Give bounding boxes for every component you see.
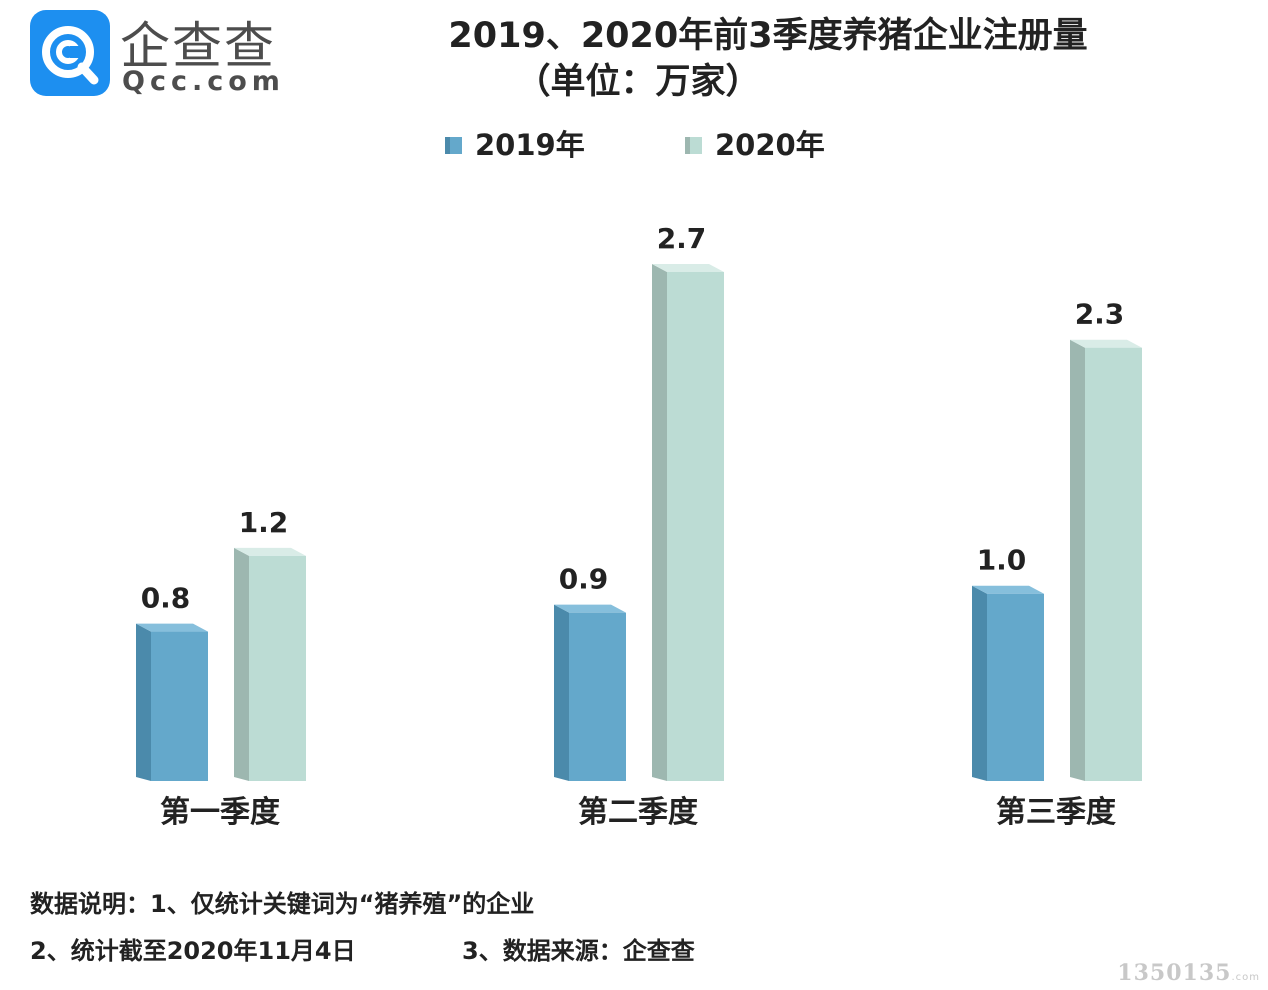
value-label-2019-q3: 1.0	[977, 544, 1027, 577]
note-line-1: 数据说明：1、仅统计关键词为“猪养殖”的企业	[30, 890, 535, 918]
qcc-logo-icon	[30, 10, 110, 96]
logo-sub: Qcc.com	[122, 66, 285, 97]
watermark-main: 1350135	[1117, 960, 1232, 986]
legend-swatch-2020	[685, 137, 702, 154]
bar-2019-q3	[972, 585, 1044, 781]
watermark-tail: .com	[1231, 972, 1260, 983]
value-label-2019-q2: 0.9	[559, 563, 609, 596]
category-label-q3: 第三季度	[996, 795, 1116, 830]
value-label-2020-q2: 2.7	[657, 222, 707, 255]
bar-2020-q1	[234, 547, 306, 781]
bar-2019-q2	[554, 604, 626, 781]
legend-swatch-2019	[445, 137, 462, 154]
chart-subtitle: （单位：万家）	[515, 62, 761, 102]
logo-name: 企查查	[120, 17, 276, 75]
legend-label-2020: 2020年	[715, 128, 825, 162]
value-label-2019-q1: 0.8	[141, 582, 191, 615]
bar-2020-q2	[652, 264, 724, 781]
note-line-2b: 3、数据来源：企查查	[462, 937, 695, 965]
chart-title: 2019、2020年前3季度养猪企业注册量	[448, 16, 1088, 56]
category-label-q1: 第一季度	[160, 795, 280, 830]
category-label-q2: 第二季度	[578, 795, 698, 830]
value-label-2020-q3: 2.3	[1075, 298, 1125, 331]
note-line-2a: 2、统计截至2020年11月4日	[30, 937, 356, 965]
value-label-2020-q1: 1.2	[239, 506, 289, 539]
legend-label-2019: 2019年	[475, 128, 585, 162]
bar-2019-q1	[136, 623, 208, 781]
watermark: 1350135.com	[1117, 960, 1260, 986]
bar-2020-q3	[1070, 339, 1142, 781]
